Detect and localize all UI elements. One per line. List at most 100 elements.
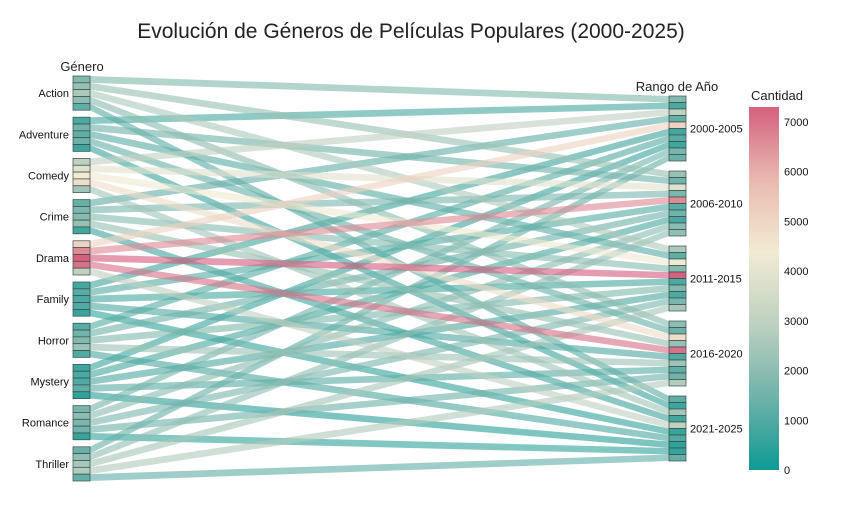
segment-action-2021-2025[interactable] — [72, 103, 91, 111]
segment-2006-2010-romance[interactable] — [668, 222, 687, 230]
ribbon-horror-2016-2020[interactable] — [90, 343, 669, 367]
ribbon-thriller-2006-2010[interactable] — [90, 229, 669, 461]
segment-2006-2010-horror[interactable] — [668, 209, 687, 217]
ribbon-horror-2021-2025[interactable] — [90, 350, 669, 442]
segment-adventure-2011-2015[interactable] — [72, 130, 91, 139]
segment-horror-2021-2025[interactable] — [72, 350, 91, 358]
segment-2011-2015-crime[interactable] — [668, 265, 687, 273]
segment-drama-2006-2010[interactable] — [72, 247, 91, 255]
segment-adventure-2016-2020[interactable] — [72, 137, 91, 145]
segment-mystery-2006-2010[interactable] — [72, 370, 91, 379]
segment-2016-2020-action[interactable] — [668, 320, 687, 328]
segment-2000-2005-horror[interactable] — [668, 134, 687, 142]
segment-thriller-2011-2015[interactable] — [72, 460, 91, 468]
segment-crime-2006-2010[interactable] — [72, 206, 91, 214]
segment-2021-2025-crime[interactable] — [668, 415, 687, 423]
ribbon-crime-2000-2005[interactable] — [90, 115, 669, 207]
segment-thriller-2016-2020[interactable] — [72, 466, 91, 475]
segment-mystery-2016-2020[interactable] — [72, 384, 91, 393]
segment-2016-2020-crime[interactable] — [668, 340, 687, 348]
segment-romance-2006-2010[interactable] — [72, 412, 91, 420]
segment-2021-2025-romance[interactable] — [668, 447, 687, 455]
segment-adventure-2021-2025[interactable] — [72, 144, 91, 152]
segment-2016-2020-thriller[interactable] — [668, 379, 687, 387]
segment-family-2006-2010[interactable] — [72, 288, 91, 297]
ribbon-comedy-2006-2010[interactable] — [90, 165, 669, 191]
segment-romance-2016-2020[interactable] — [72, 425, 91, 434]
segment-mystery-2011-2015[interactable] — [72, 377, 91, 386]
segment-adventure-2000-2005[interactable] — [72, 116, 91, 125]
segment-2016-2020-romance[interactable] — [668, 372, 687, 380]
segment-thriller-2000-2005[interactable] — [72, 446, 91, 454]
segment-2011-2015-family[interactable] — [668, 278, 687, 286]
segment-comedy-2000-2005[interactable] — [72, 158, 91, 166]
ribbon-comedy-2000-2005[interactable] — [90, 109, 669, 166]
segment-mystery-2021-2025[interactable] — [72, 391, 91, 399]
segment-2011-2015-drama[interactable] — [668, 271, 687, 279]
segment-comedy-2006-2010[interactable] — [72, 164, 91, 173]
ribbon-drama-2011-2015[interactable] — [90, 254, 669, 279]
segment-2000-2005-romance[interactable] — [668, 147, 687, 155]
segment-2016-2020-adventure[interactable] — [668, 327, 687, 335]
segment-action-2000-2005[interactable] — [72, 75, 91, 84]
segment-2016-2020-comedy[interactable] — [668, 333, 687, 341]
segment-2021-2025-thriller[interactable] — [668, 454, 687, 462]
segment-drama-2011-2015[interactable] — [72, 254, 91, 262]
segment-drama-2000-2005[interactable] — [72, 240, 91, 248]
segment-2011-2015-comedy[interactable] — [668, 258, 687, 266]
ribbon-drama-2016-2020[interactable] — [90, 261, 669, 354]
segment-thriller-2021-2025[interactable] — [72, 473, 91, 482]
segment-2016-2020-horror[interactable] — [668, 359, 687, 367]
segment-2011-2015-horror[interactable] — [668, 284, 687, 292]
ribbon-thriller-2016-2020[interactable] — [90, 379, 669, 475]
segment-comedy-2021-2025[interactable] — [72, 185, 91, 193]
segment-horror-2006-2010[interactable] — [72, 329, 91, 338]
segment-drama-2016-2020[interactable] — [72, 260, 91, 269]
segment-2006-2010-drama[interactable] — [668, 196, 687, 204]
segment-2000-2005-adventure[interactable] — [668, 102, 687, 110]
segment-2011-2015-mystery[interactable] — [668, 291, 687, 299]
ribbon-mystery-2021-2025[interactable] — [90, 391, 669, 448]
ribbon-romance-2021-2025[interactable] — [90, 432, 669, 455]
ribbon-drama-2000-2005[interactable] — [90, 122, 669, 248]
segment-2000-2005-comedy[interactable] — [668, 108, 687, 116]
segment-mystery-2000-2005[interactable] — [72, 364, 91, 372]
segment-family-2011-2015[interactable] — [72, 295, 91, 303]
ribbon-thriller-2000-2005[interactable] — [90, 154, 669, 454]
segment-2021-2025-action[interactable] — [668, 395, 687, 403]
segment-2006-2010-thriller[interactable] — [668, 229, 687, 237]
segment-2011-2015-romance[interactable] — [668, 297, 687, 305]
segment-2000-2005-family[interactable] — [668, 128, 687, 136]
segment-2016-2020-mystery[interactable] — [668, 366, 687, 374]
segment-2006-2010-mystery[interactable] — [668, 216, 687, 224]
segment-2000-2005-crime[interactable] — [668, 115, 687, 123]
ribbon-adventure-2016-2020[interactable] — [90, 137, 669, 334]
segment-2016-2020-drama[interactable] — [668, 346, 687, 354]
segment-action-2016-2020[interactable] — [72, 96, 91, 104]
segment-2006-2010-action[interactable] — [668, 170, 687, 178]
ribbon-adventure-2006-2010[interactable] — [90, 124, 669, 184]
segment-2016-2020-family[interactable] — [668, 353, 687, 361]
segment-2021-2025-adventure[interactable] — [668, 402, 687, 410]
segment-thriller-2006-2010[interactable] — [72, 453, 91, 461]
ribbon-comedy-2011-2015[interactable] — [90, 172, 669, 266]
segment-romance-2021-2025[interactable] — [72, 432, 91, 441]
segment-2000-2005-action[interactable] — [668, 95, 687, 103]
segment-adventure-2006-2010[interactable] — [72, 123, 91, 132]
segment-2006-2010-crime[interactable] — [668, 190, 687, 198]
segment-2006-2010-comedy[interactable] — [668, 183, 687, 191]
segment-romance-2011-2015[interactable] — [72, 418, 91, 427]
segment-action-2006-2010[interactable] — [72, 82, 91, 91]
segment-2021-2025-mystery[interactable] — [668, 441, 687, 449]
segment-2011-2015-action[interactable] — [668, 245, 687, 253]
segment-family-2016-2020[interactable] — [72, 302, 91, 310]
segment-crime-2021-2025[interactable] — [72, 226, 91, 235]
ribbon-mystery-2016-2020[interactable] — [90, 366, 669, 392]
ribbon-adventure-2000-2005[interactable] — [90, 102, 669, 125]
segment-2021-2025-comedy[interactable] — [668, 408, 687, 416]
ribbon-thriller-2021-2025[interactable] — [90, 454, 669, 482]
segment-2006-2010-family[interactable] — [668, 203, 687, 211]
segment-family-2021-2025[interactable] — [72, 309, 91, 317]
segment-2000-2005-mystery[interactable] — [668, 141, 687, 149]
ribbon-adventure-2011-2015[interactable] — [90, 130, 669, 259]
